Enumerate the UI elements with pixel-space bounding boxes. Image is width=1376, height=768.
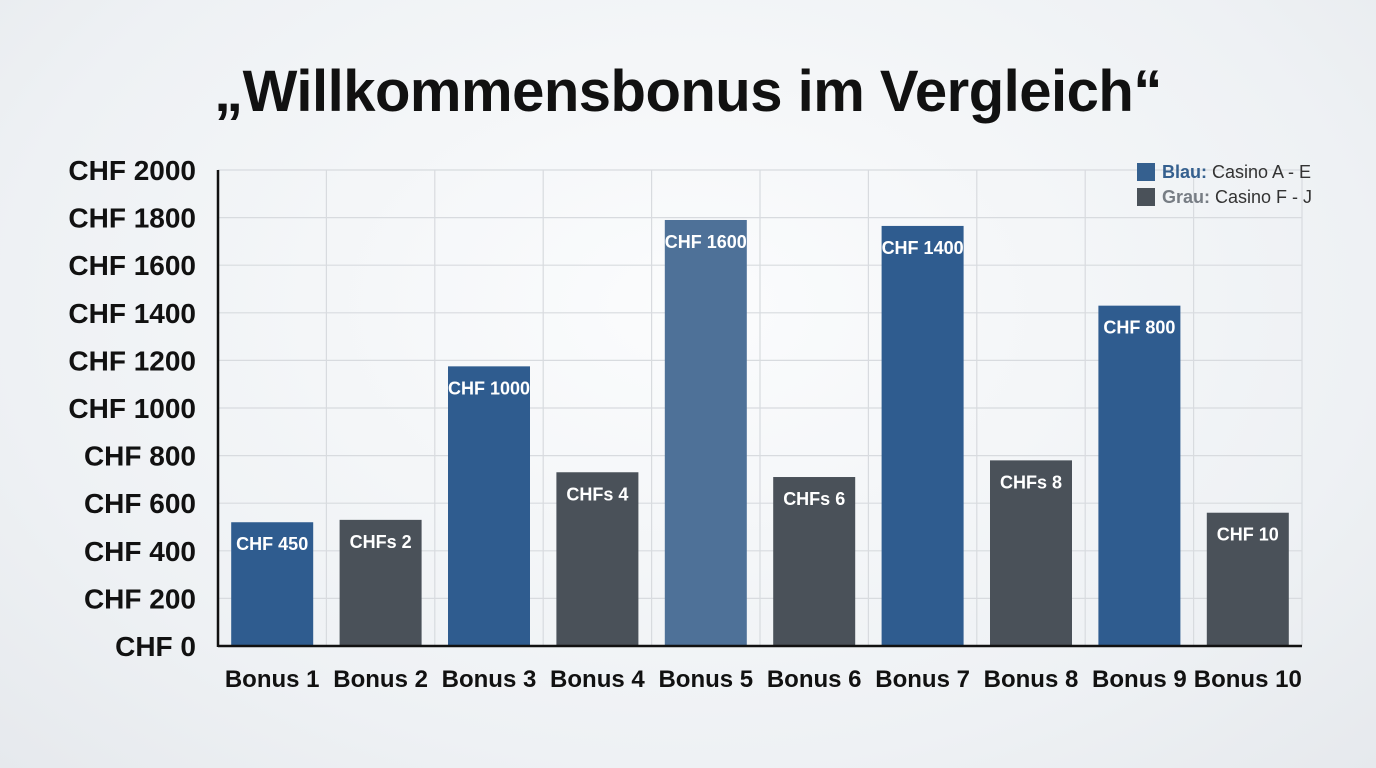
y-tick-label: CHF 200	[84, 583, 196, 614]
data-label: CHF 1600	[665, 232, 747, 252]
y-tick-label: CHF 600	[84, 488, 196, 519]
bars	[231, 219, 1289, 647]
data-label: CHF 800	[1103, 318, 1175, 338]
chart-title: „Willkommensbonus im Vergleich“	[214, 59, 1162, 124]
y-tick-label: CHF 1400	[68, 298, 196, 329]
y-tick-label: CHF 800	[84, 441, 196, 472]
x-tick-label: Bonus 6	[767, 666, 862, 693]
bar	[664, 219, 747, 647]
y-tick-label: CHF 400	[84, 536, 196, 567]
data-label: CHF 450	[236, 534, 308, 554]
data-label: CHFs 6	[783, 489, 845, 509]
data-label: CHFs 2	[350, 532, 412, 552]
bar	[990, 460, 1072, 646]
x-tick-label: Bonus 1	[225, 666, 320, 693]
data-label: CHF 10	[1217, 525, 1279, 545]
bar	[231, 522, 314, 646]
x-tick-label: Bonus 2	[333, 666, 428, 693]
y-tick-label: CHF 1600	[68, 250, 196, 281]
data-label: CHFs 4	[566, 484, 628, 504]
legend-key: Blau:	[1162, 162, 1207, 182]
data-label: CHF 1000	[448, 378, 530, 398]
bar	[773, 477, 856, 646]
legend-label: Casino A - E	[1207, 162, 1311, 182]
x-tick-label: Bonus 4	[550, 666, 645, 693]
legend-label: Casino F - J	[1210, 187, 1312, 207]
x-tick-label: Bonus 5	[658, 666, 753, 693]
y-tick-label: CHF 1800	[68, 203, 196, 234]
x-tick-label: Bonus 10	[1194, 666, 1302, 693]
y-tick-label: CHF 0	[115, 631, 196, 662]
y-tick-label: CHF 1200	[68, 345, 196, 376]
axes	[216, 170, 1302, 648]
bar	[556, 472, 639, 646]
legend-entry: Grau: Casino F - J	[1162, 187, 1312, 207]
y-tick-label: CHF 2000	[68, 155, 196, 186]
legend-swatch	[1137, 188, 1155, 206]
y-tick-label: CHF 1000	[68, 393, 196, 424]
bar	[881, 225, 964, 646]
x-tick-label: Bonus 7	[875, 666, 970, 693]
x-tick-label: Bonus 9	[1092, 666, 1187, 693]
x-axis-ticks: Bonus 1 Bonus 2 Bonus 3 Bonus 4 Bonus 5 Bonus…	[225, 666, 1302, 693]
legend: Blau: Casino A - E Grau: Casino F - J	[1137, 162, 1312, 207]
bar	[1206, 512, 1289, 646]
legend-key: Grau:	[1162, 187, 1210, 207]
data-label: CHFs 8	[1000, 472, 1062, 492]
x-tick-label: Bonus 8	[984, 666, 1079, 693]
bar	[1098, 305, 1181, 646]
data-labels: CHF 450 CHFs 2 CHF 1000 CHFs 4 CHF 1600 CHFs …	[236, 232, 1279, 554]
data-label: CHF 1400	[882, 238, 964, 258]
legend-entry: Blau: Casino A - E	[1162, 162, 1311, 182]
bar	[448, 366, 530, 646]
legend-swatch	[1137, 163, 1155, 181]
y-axis-ticks: CHF 0 CHF 200 CHF 400 CHF 600 CHF 800 CHF 100…	[68, 155, 196, 662]
x-tick-label: Bonus 3	[442, 666, 537, 693]
bar	[339, 519, 422, 646]
